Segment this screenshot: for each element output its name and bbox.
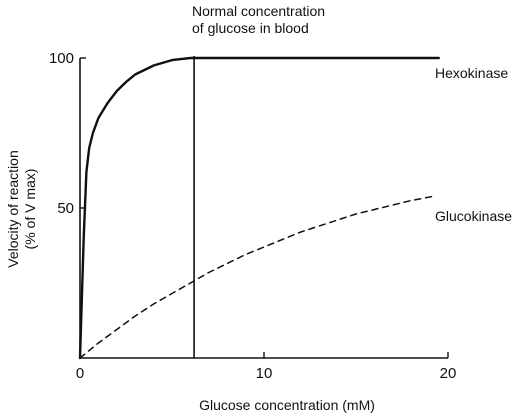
y-axis-label-line-2: (% of V max) <box>22 169 38 250</box>
y-ticks: 50 100 <box>49 50 86 217</box>
series-line-hexokinase <box>78 56 440 360</box>
annotation-text-line-1: Normal concentration <box>192 3 325 19</box>
x-tick-label-0: 0 <box>76 365 84 382</box>
series-label-glucokinase: Glucokinase <box>435 208 512 224</box>
y-tick-label-0: 50 <box>57 200 74 217</box>
series-label-hexokinase: Hexokinase <box>435 65 508 81</box>
x-ticks: 0 10 20 <box>76 352 457 382</box>
y-axis-label-line-1: Velocity of reaction <box>5 150 21 268</box>
x-tick-label-1: 10 <box>256 365 273 382</box>
x-tick-label-2: 20 <box>440 365 457 382</box>
series-labels: Hexokinase Glucokinase <box>435 65 512 224</box>
annotation-text-line-2: of glucose in blood <box>192 20 309 36</box>
y-axis-label-group: Velocity of reaction (% of V max) <box>5 150 38 268</box>
series-group <box>78 56 440 360</box>
x-axis-label: Glucose concentration (mM) <box>199 397 375 413</box>
y-tick-label-1: 100 <box>49 50 74 67</box>
series-line-glucokinase <box>79 195 436 359</box>
